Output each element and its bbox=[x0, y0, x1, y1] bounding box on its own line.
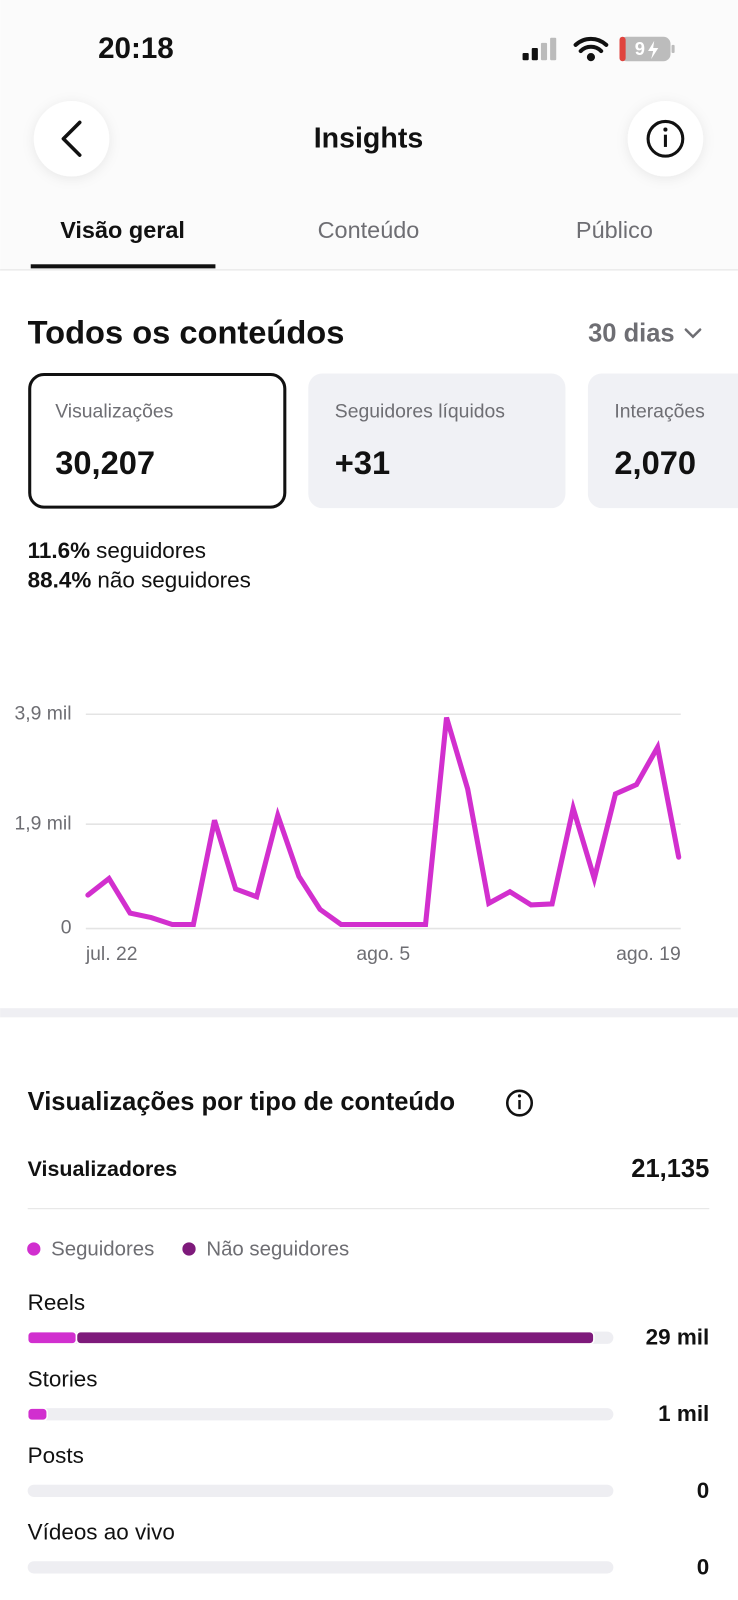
page-title: Insights bbox=[314, 122, 424, 154]
divider bbox=[27, 1208, 710, 1210]
x-tick-label: jul. 22 bbox=[85, 943, 138, 965]
tab[interactable]: Conteúdo bbox=[318, 217, 420, 243]
metric-label: Visualizações bbox=[55, 400, 173, 422]
period-selector[interactable]: 30 dias bbox=[588, 319, 674, 347]
battery-icon: 9 bbox=[619, 36, 675, 62]
metric-value: +31 bbox=[335, 444, 390, 481]
legend-label: Não seguidores bbox=[206, 1238, 349, 1260]
row-label: Posts bbox=[28, 1443, 84, 1468]
legend-dot bbox=[27, 1242, 41, 1256]
row-total: 1 mil bbox=[658, 1401, 709, 1426]
x-tick-label: ago. 19 bbox=[616, 943, 681, 965]
bar-track bbox=[27, 1484, 614, 1497]
divider bbox=[0, 269, 738, 271]
time: 20:18 bbox=[98, 32, 174, 65]
wifi-icon bbox=[573, 36, 609, 62]
bar-track bbox=[27, 1561, 614, 1574]
metric-card[interactable] bbox=[587, 373, 738, 509]
chevron bbox=[684, 328, 702, 339]
row-label: Reels bbox=[28, 1290, 85, 1315]
section-separator bbox=[0, 1008, 738, 1018]
section-title: Todos os conteúdos bbox=[28, 313, 345, 350]
section-title: Visualizações por tipo de conteúdo bbox=[28, 1088, 455, 1116]
row-total: 0 bbox=[697, 1478, 709, 1503]
metric-card[interactable] bbox=[28, 372, 287, 509]
metric-value: 30,207 bbox=[55, 444, 155, 481]
metric-label: Interações bbox=[614, 400, 704, 422]
bar-segment bbox=[26, 1407, 48, 1422]
y-tick-label: 1,9 mil bbox=[14, 812, 71, 834]
pct-label: não seguidores bbox=[97, 568, 250, 593]
tab-indicator bbox=[30, 264, 216, 269]
tab[interactable]: Visão geral bbox=[60, 217, 185, 243]
legend-dot bbox=[182, 1242, 196, 1256]
pct: 88.4% bbox=[28, 568, 92, 593]
pct: 11.6% bbox=[28, 538, 90, 563]
pct-label: seguidores bbox=[96, 538, 206, 563]
y-tick-label: 3,9 mil bbox=[14, 702, 71, 724]
audience-line: 88.4% não seguidores bbox=[28, 568, 251, 593]
bar-track bbox=[27, 1408, 614, 1421]
info-icon[interactable] bbox=[505, 1089, 534, 1117]
metric-label: Seguidores líquidos bbox=[335, 400, 505, 422]
battery-level: 9 bbox=[635, 38, 645, 59]
row-total: 0 bbox=[697, 1554, 709, 1579]
bar-segment bbox=[75, 1330, 595, 1345]
bar-segment bbox=[26, 1330, 78, 1345]
info-icon bbox=[646, 119, 685, 158]
row-label: Vídeos ao vivo bbox=[28, 1520, 175, 1545]
audience-line: 11.6% seguidores bbox=[28, 538, 206, 563]
metric-card[interactable] bbox=[308, 373, 566, 509]
signal-icon bbox=[522, 37, 557, 61]
viewers-label: Visualizadores bbox=[28, 1157, 178, 1181]
line-chart: 0 1,9 mil 3,9 mil jul. 22 ago. 5 ago. 19 bbox=[14, 702, 682, 965]
row-label: Stories bbox=[28, 1367, 98, 1392]
y-tick-label: 0 bbox=[61, 917, 72, 939]
line-series bbox=[85, 716, 682, 928]
top-bg bbox=[0, 0, 738, 271]
x-tick-label: ago. 5 bbox=[356, 943, 410, 965]
tab[interactable]: Público bbox=[576, 217, 653, 243]
metric-value: 2,070 bbox=[614, 444, 696, 481]
bar-chart: Seguidores Não seguidores Reels 29 mil Stori… bbox=[26, 1238, 710, 1579]
viewers-value: 21,135 bbox=[631, 1155, 709, 1183]
back-icon bbox=[61, 120, 82, 157]
row-total: 29 mil bbox=[646, 1325, 710, 1350]
back-button[interactable] bbox=[33, 101, 110, 177]
legend-label: Seguidores bbox=[51, 1238, 154, 1260]
